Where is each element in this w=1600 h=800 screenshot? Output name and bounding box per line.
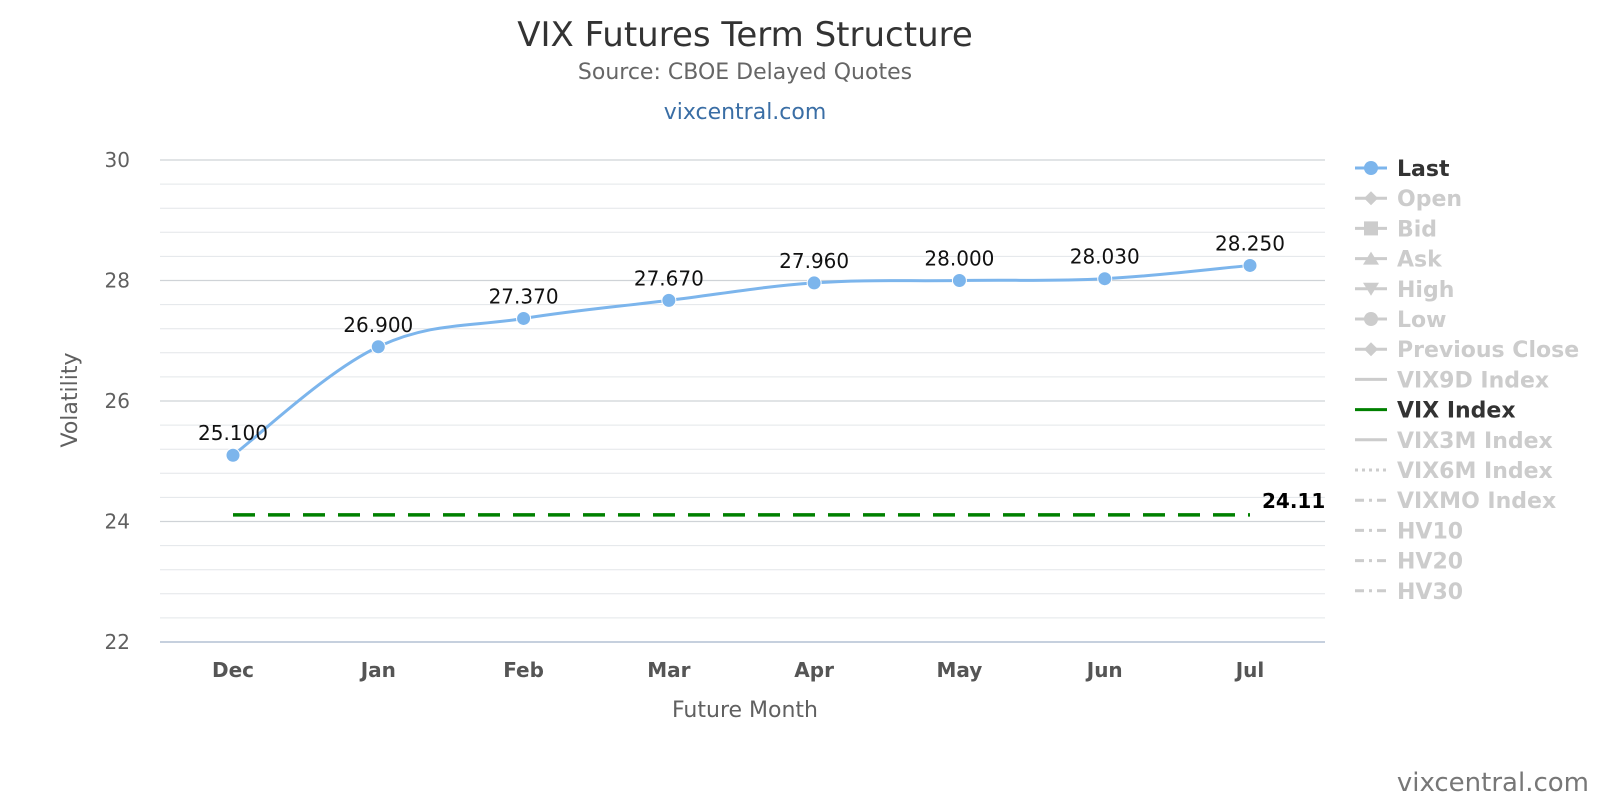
last-series-point[interactable] — [516, 310, 532, 326]
legend-item[interactable]: Open — [1355, 187, 1462, 212]
legend-item[interactable]: VIX Index — [1355, 399, 1516, 424]
last-series-point[interactable] — [806, 275, 822, 291]
last-series-point[interactable] — [661, 292, 677, 308]
legend-item[interactable]: Low — [1355, 308, 1446, 333]
last-series-data-label: 28.000 — [924, 247, 994, 271]
x-tick-label: Jul — [1234, 658, 1265, 682]
x-tick-label: Feb — [503, 658, 544, 682]
grid-lines — [160, 159, 1325, 643]
legend-item[interactable]: HV20 — [1355, 550, 1463, 575]
legend: Last Open Bid Ask High Low Previous Close VIX9D… — [1355, 157, 1579, 605]
legend-label: VIX9D Index — [1397, 368, 1549, 393]
legend-label: Open — [1397, 187, 1462, 212]
last-series-point[interactable] — [225, 447, 241, 463]
last-series-data-label: 27.370 — [489, 284, 559, 308]
y-axis-title: Volatility — [58, 352, 83, 447]
legend-label: Previous Close — [1397, 338, 1579, 363]
chart-subtitle: Source: CBOE Delayed Quotes — [578, 60, 912, 85]
legend-item[interactable]: Last — [1355, 157, 1450, 182]
legend-marker-triangle — [1363, 251, 1379, 265]
last-series-data-label: 27.670 — [634, 266, 704, 290]
legend-label: VIXMO Index — [1397, 489, 1556, 514]
last-series-data-label: 27.960 — [779, 249, 849, 273]
legend-marker-circle — [1364, 161, 1378, 175]
legend-label: HV10 — [1397, 519, 1463, 544]
site-link[interactable]: vixcentral.com — [664, 100, 827, 125]
legend-label: High — [1397, 278, 1454, 303]
last-series-data-label: 25.100 — [198, 421, 268, 445]
legend-symbol — [1355, 342, 1387, 357]
legend-label: Last — [1397, 157, 1450, 182]
legend-label: Bid — [1397, 217, 1437, 242]
legend-label: VIX Index — [1397, 399, 1516, 424]
legend-symbol — [1355, 312, 1387, 326]
vix-index-label: 24.11 — [1262, 489, 1325, 513]
y-tick-label: 28 — [105, 269, 130, 293]
legend-item[interactable]: HV10 — [1355, 519, 1463, 544]
x-tick-label: Apr — [794, 658, 834, 682]
legend-label: HV20 — [1397, 550, 1463, 575]
x-axis-ticks: Dec Jan Feb Mar Apr May Jun Jul — [212, 658, 1264, 682]
y-tick-label: 24 — [105, 510, 130, 534]
legend-label: VIX6M Index — [1397, 459, 1553, 484]
y-axis-ticks: 22 24 26 28 30 — [105, 148, 130, 654]
y-tick-label: 30 — [105, 148, 130, 172]
legend-item[interactable]: VIX6M Index — [1355, 459, 1553, 484]
x-tick-label: May — [937, 658, 983, 682]
legend-symbol — [1355, 191, 1387, 206]
y-tick-label: 26 — [105, 389, 130, 413]
chart-title: VIX Futures Term Structure — [517, 15, 973, 55]
legend-marker-triangle-down — [1363, 282, 1379, 296]
legend-marker-square — [1364, 221, 1378, 236]
x-tick-label: Jan — [359, 658, 396, 682]
last-series-point[interactable] — [370, 339, 386, 355]
x-axis-title: Future Month — [672, 698, 818, 723]
legend-item[interactable]: VIXMO Index — [1355, 489, 1556, 514]
last-series-point[interactable] — [1097, 271, 1113, 287]
footer-credit: vixcentral.com — [1397, 768, 1589, 798]
legend-marker-diamond — [1364, 191, 1378, 206]
last-series-point[interactable] — [1242, 257, 1258, 273]
x-tick-label: Mar — [647, 658, 690, 682]
legend-item[interactable]: VIX9D Index — [1355, 368, 1549, 393]
last-series-data-label: 28.030 — [1070, 245, 1140, 269]
series-layer: 24.11 25.100 26.900 27.370 27.670 27.960 28.00… — [198, 231, 1325, 517]
legend-symbol — [1355, 282, 1387, 296]
legend-item[interactable]: Bid — [1355, 217, 1437, 242]
last-series-line — [232, 263, 1251, 457]
legend-symbol — [1355, 251, 1387, 265]
y-tick-label: 22 — [105, 630, 130, 654]
x-tick-label: Dec — [212, 658, 254, 682]
legend-symbol — [1355, 221, 1387, 236]
legend-item[interactable]: Previous Close — [1355, 338, 1579, 363]
legend-item[interactable]: HV30 — [1355, 580, 1463, 605]
legend-item[interactable]: Ask — [1355, 248, 1443, 273]
legend-marker-diamond — [1364, 342, 1378, 357]
last-series-point[interactable] — [951, 273, 967, 288]
legend-label: Ask — [1397, 248, 1443, 273]
legend-item[interactable]: High — [1355, 278, 1454, 303]
legend-symbol — [1355, 161, 1387, 175]
last-series-data-label: 28.250 — [1215, 231, 1285, 255]
x-tick-label: Jun — [1085, 658, 1123, 682]
legend-label: VIX3M Index — [1397, 429, 1553, 454]
last-series-data-label: 26.900 — [343, 313, 413, 337]
legend-item[interactable]: VIX3M Index — [1355, 429, 1553, 454]
legend-label: HV30 — [1397, 580, 1463, 605]
legend-marker-circle — [1364, 312, 1378, 326]
legend-label: Low — [1397, 308, 1446, 333]
